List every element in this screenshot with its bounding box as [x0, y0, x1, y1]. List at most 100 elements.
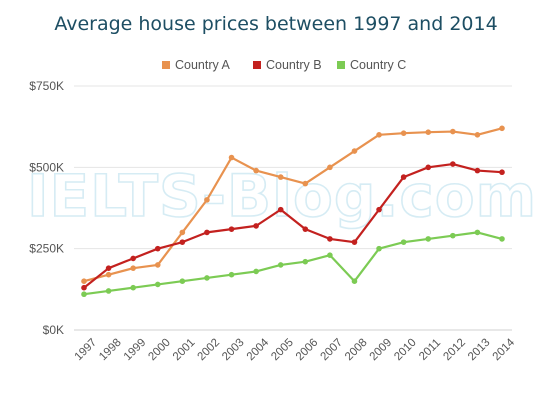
data-point-country-c — [327, 252, 333, 258]
x-tick-label: 2008 — [343, 337, 370, 364]
data-point-country-a — [474, 132, 481, 138]
y-tick-label: $500K — [29, 160, 64, 174]
y-axis-ticks: $0K $250K $500K $750K — [29, 79, 64, 337]
data-point-country-c — [277, 262, 284, 268]
legend-item-country-c: Country C — [337, 58, 406, 72]
data-point-country-c — [376, 245, 382, 252]
data-point-country-a — [351, 148, 358, 154]
data-point-country-c — [81, 291, 87, 298]
y-tick-label: $250K — [29, 242, 64, 256]
data-point-country-b — [474, 167, 481, 174]
data-point-country-b — [253, 223, 259, 229]
data-point-country-c — [228, 271, 235, 278]
x-tick-label: 2014 — [491, 336, 518, 363]
data-point-country-b — [105, 265, 112, 271]
data-point-country-b — [179, 239, 186, 245]
data-point-country-c — [204, 275, 210, 281]
data-point-country-b — [376, 206, 382, 213]
data-point-country-a — [302, 180, 309, 187]
data-point-country-c — [302, 258, 309, 265]
x-tick-label: 2011 — [417, 337, 443, 363]
data-point-country-a — [228, 154, 235, 161]
data-point-country-a — [130, 265, 136, 271]
legend-swatch — [253, 61, 261, 69]
data-point-country-a — [179, 229, 186, 236]
data-point-country-b — [130, 255, 136, 262]
data-point-country-a — [499, 125, 505, 132]
data-point-country-b — [351, 239, 358, 245]
series-layer — [81, 125, 505, 298]
data-point-country-a — [154, 262, 161, 268]
legend-label: Country A — [175, 58, 231, 72]
data-point-country-c — [351, 278, 358, 285]
y-tick-label: $0K — [43, 323, 64, 337]
x-tick-label: 2007 — [318, 337, 345, 364]
data-point-country-b — [425, 164, 432, 171]
x-axis-ticks: 1997199819992000200120022003200420052006… — [73, 336, 518, 363]
data-point-country-b — [228, 226, 235, 232]
legend-label: Country B — [266, 58, 322, 72]
data-point-country-a — [105, 271, 112, 278]
legend-label: Country C — [350, 58, 406, 72]
data-point-country-a — [327, 164, 333, 171]
x-tick-label: 1998 — [97, 337, 124, 364]
data-point-country-c — [425, 236, 432, 242]
legend-item-country-a: Country A — [162, 58, 231, 72]
data-point-country-c — [499, 236, 505, 242]
data-point-country-c — [130, 284, 136, 291]
data-point-country-c — [105, 288, 112, 294]
data-point-country-b — [277, 206, 284, 213]
x-tick-label: 1997 — [73, 337, 100, 364]
data-point-country-a — [400, 130, 407, 136]
data-point-country-a — [204, 197, 210, 203]
x-tick-label: 2002 — [196, 337, 223, 364]
legend-swatch — [162, 61, 170, 69]
watermark-text: IELTS-Blog.com — [27, 162, 537, 230]
series-line-country-c — [82, 231, 504, 296]
x-tick-label: 2009 — [368, 337, 395, 364]
legend-swatch — [337, 61, 345, 69]
x-tick-label: 2004 — [245, 336, 272, 363]
data-point-country-c — [400, 239, 407, 245]
data-point-country-a — [253, 167, 259, 174]
data-point-country-c — [474, 229, 481, 236]
data-point-country-b — [400, 174, 407, 180]
x-tick-label: 2013 — [466, 337, 493, 364]
x-tick-label: 2005 — [269, 337, 296, 364]
legend-item-country-b: Country B — [253, 58, 322, 72]
data-point-country-c — [450, 232, 456, 239]
x-tick-label: 2006 — [294, 337, 321, 364]
y-tick-label: $750K — [29, 79, 64, 93]
data-point-country-c — [154, 281, 161, 288]
x-tick-label: 2012 — [441, 337, 468, 364]
series-country-b — [81, 161, 505, 291]
chart-title: Average house prices between 1997 and 20… — [54, 13, 497, 35]
series-line-country-b — [82, 162, 504, 289]
series-line-country-a — [82, 127, 504, 283]
series-country-c — [81, 229, 505, 298]
data-point-country-b — [327, 236, 333, 242]
x-tick-label: 2010 — [392, 337, 419, 364]
x-tick-label: 2003 — [220, 337, 247, 364]
data-point-country-a — [450, 128, 456, 135]
data-point-country-c — [179, 278, 186, 285]
data-point-country-b — [204, 229, 210, 236]
data-point-country-b — [81, 284, 87, 291]
data-point-country-a — [425, 129, 432, 135]
data-point-country-b — [450, 161, 456, 167]
series-country-a — [81, 125, 505, 285]
data-point-country-a — [81, 278, 87, 285]
data-point-country-b — [302, 226, 309, 232]
x-tick-label: 1999 — [122, 337, 149, 364]
legend: Country A Country B Country C — [162, 58, 406, 72]
grid-layer — [74, 85, 512, 331]
watermark-layer: IELTS-Blog.com — [26, 161, 537, 231]
data-point-country-b — [499, 169, 505, 176]
data-point-country-a — [277, 174, 284, 180]
x-tick-label: 2001 — [171, 337, 198, 364]
data-point-country-c — [253, 268, 259, 275]
x-tick-label: 2000 — [146, 337, 173, 364]
data-point-country-b — [154, 245, 161, 252]
